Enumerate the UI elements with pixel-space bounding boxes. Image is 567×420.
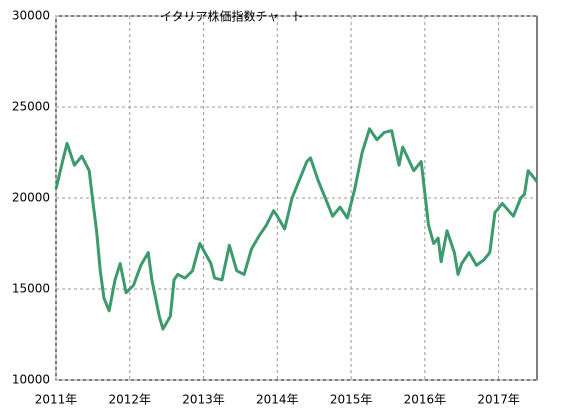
x-tick-label: 2015年 [330,393,373,407]
y-tick-label: 30000 [12,9,50,23]
x-tick-label: 2012年 [108,393,151,407]
y-tick-label: 20000 [12,191,50,205]
x-tick-label: 2017年 [477,393,520,407]
y-tick-label: 25000 [12,100,50,114]
x-tick-label: 2016年 [404,393,447,407]
x-tick-label: 2013年 [182,393,225,407]
y-tick-label: 10000 [12,373,50,387]
x-tick-label: 2011年 [35,393,78,407]
y-tick-label: 15000 [12,282,50,296]
x-tick-label: 2014年 [256,393,299,407]
index-line [54,127,539,331]
